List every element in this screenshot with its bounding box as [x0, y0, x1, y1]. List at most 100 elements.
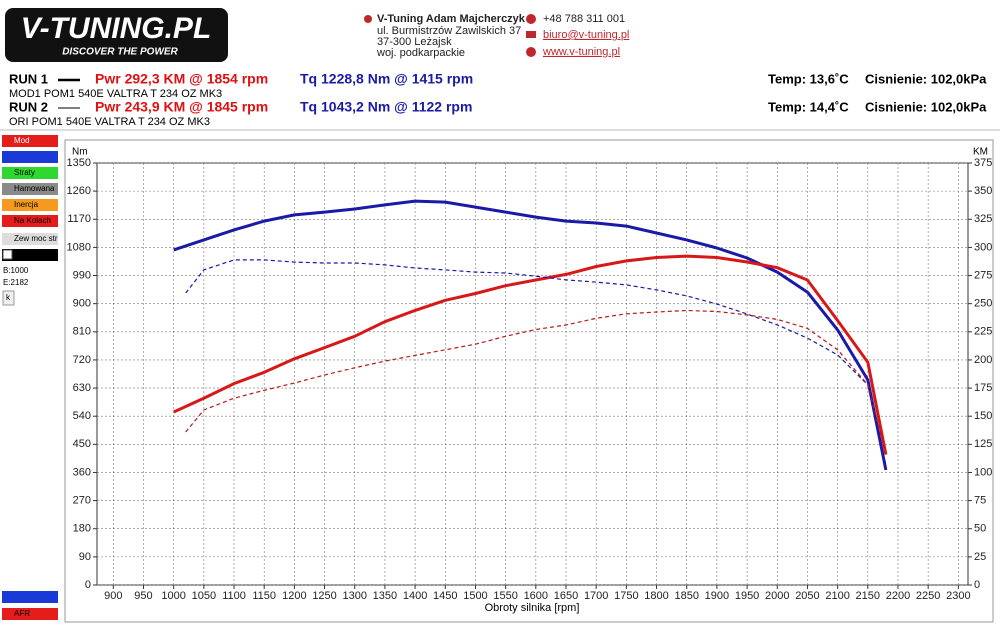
series-line — [173, 199, 888, 471]
run-label: RUN 2 — [9, 99, 48, 114]
company: V-Tuning Adam Majcherczyk — [377, 13, 526, 25]
x-tick-label: 1550 — [493, 590, 517, 602]
y-tick-label: 990 — [73, 269, 91, 281]
x-tick-label: 1100 — [222, 590, 246, 602]
y-tick-label: 270 — [73, 495, 91, 507]
y2-tick-label: 50 — [974, 523, 986, 535]
checkbox[interactable] — [2, 135, 58, 147]
y-axis-title: Nm — [72, 147, 88, 158]
y2-axis-title: KM — [973, 147, 988, 158]
x-tick-label: 2300 — [946, 590, 970, 602]
x-tick-label: 900 — [104, 590, 122, 602]
checkbox[interactable] — [2, 215, 58, 227]
side-panel: Mod Straty Hamowana Inercja Na Kolach Ze… — [2, 135, 58, 620]
y2-tick-label: 150 — [974, 410, 992, 422]
x-axis-title: Obroty silnika [rpm] — [485, 602, 580, 614]
checkbox[interactable] — [2, 151, 58, 163]
checkbox-label: Hamowana — [14, 184, 55, 193]
checkbox[interactable] — [2, 167, 58, 179]
x-tick-label: 1800 — [644, 590, 668, 602]
run-power: Pwr 243,9 KM @ 1845 rpm — [95, 99, 268, 115]
checkbox[interactable] — [2, 608, 58, 620]
checkbox-label: Na Kolach — [14, 216, 51, 225]
address: 37-300 Leżajsk — [377, 36, 452, 48]
checkbox[interactable] — [2, 233, 58, 245]
y-tick-label: 1170 — [67, 213, 91, 225]
y-tick-label: 900 — [73, 298, 91, 310]
x-tick-label: 2150 — [856, 590, 880, 602]
y-tick-label: 540 — [73, 410, 91, 422]
series-line — [185, 259, 887, 466]
y-tick-label: 0 — [85, 579, 91, 591]
www[interactable]: www.v-tuning.pl — [542, 46, 620, 58]
logo: V-TUNING.PL — [21, 12, 212, 45]
y2-tick-label: 350 — [974, 185, 992, 197]
y2-tick-label: 325 — [974, 213, 992, 225]
chart-frame — [64, 139, 994, 623]
y2-tick-label: 0 — [974, 579, 980, 591]
x-tick-label: 1950 — [735, 590, 759, 602]
run-description: MOD1 POM1 540E VALTRA T 234 OZ MK3 — [9, 88, 222, 100]
x-tick-label: 950 — [134, 590, 152, 602]
plot-frame — [96, 162, 969, 586]
button[interactable] — [2, 290, 15, 306]
y-tick-label: 90 — [79, 551, 91, 563]
pin-icon — [364, 15, 372, 23]
run-power: Pwr 292,3 KM @ 1854 rpm — [95, 71, 268, 87]
checkbox-square — [2, 249, 13, 260]
y2-tick-label: 200 — [974, 354, 992, 366]
checkbox[interactable] — [2, 249, 58, 261]
y-tick-label: 630 — [73, 382, 91, 394]
x-tick-label: 2200 — [886, 590, 910, 602]
x-tick-label: 2100 — [825, 590, 849, 602]
email[interactable]: biuro@v-tuning.pl — [543, 29, 629, 41]
button-label: k — [6, 293, 11, 302]
x-tick-label: 1050 — [192, 590, 216, 602]
phone-icon — [526, 14, 536, 24]
checkbox-label: Inercja — [14, 200, 39, 209]
address: ul. Burmistrzów Zawilskich 37 — [377, 25, 521, 37]
run-pressure: Cisnienie: 102,0kPa — [865, 71, 987, 86]
mail-icon — [526, 31, 536, 38]
y-tick-label: 180 — [73, 523, 91, 535]
checkbox-label: Mod — [14, 136, 30, 145]
series-line — [173, 254, 888, 455]
y-tick-label: 1350 — [67, 157, 91, 169]
x-tick-label: 1500 — [463, 590, 487, 602]
y-tick-label: 1260 — [67, 185, 91, 197]
x-tick-label: 1350 — [373, 590, 397, 602]
checkbox[interactable] — [2, 199, 58, 211]
x-tick-label: 2250 — [916, 590, 940, 602]
y-tick-label: 720 — [73, 354, 91, 366]
web-icon — [526, 47, 536, 57]
y2-tick-label: 225 — [974, 326, 992, 338]
checkbox-label: Straty — [14, 168, 35, 177]
run-pressure: Cisnienie: 102,0kPa — [865, 99, 987, 114]
y-tick-label: 450 — [73, 438, 91, 450]
y2-tick-label: 250 — [974, 298, 992, 310]
y-tick-label: 360 — [73, 466, 91, 478]
x-tick-label: 1650 — [554, 590, 578, 602]
checkbox[interactable] — [2, 183, 58, 195]
x-tick-label: 1750 — [614, 590, 638, 602]
checkbox[interactable] — [2, 591, 58, 603]
x-tick-label: 1150 — [252, 590, 276, 602]
end: E:2182 — [3, 278, 29, 287]
checkbox-label: AFR — [14, 609, 30, 618]
logo-box — [5, 8, 228, 62]
y2-tick-label: 100 — [974, 466, 992, 478]
run-description: ORI POM1 540E VALTRA T 234 OZ MK3 — [9, 116, 210, 128]
x-tick-label: 1900 — [705, 590, 729, 602]
x-tick-label: 1450 — [433, 590, 457, 602]
y2-tick-label: 25 — [974, 551, 986, 563]
y2-tick-label: 175 — [974, 382, 992, 394]
x-tick-label: 1400 — [403, 590, 427, 602]
y2-tick-label: 275 — [974, 269, 992, 281]
begin: B:1000 — [3, 266, 29, 275]
x-tick-label: 2000 — [765, 590, 789, 602]
y2-tick-label: 300 — [974, 241, 992, 253]
y2-tick-label: 125 — [974, 438, 992, 450]
x-tick-label: 1200 — [282, 590, 306, 602]
x-tick-label: 1700 — [584, 590, 608, 602]
